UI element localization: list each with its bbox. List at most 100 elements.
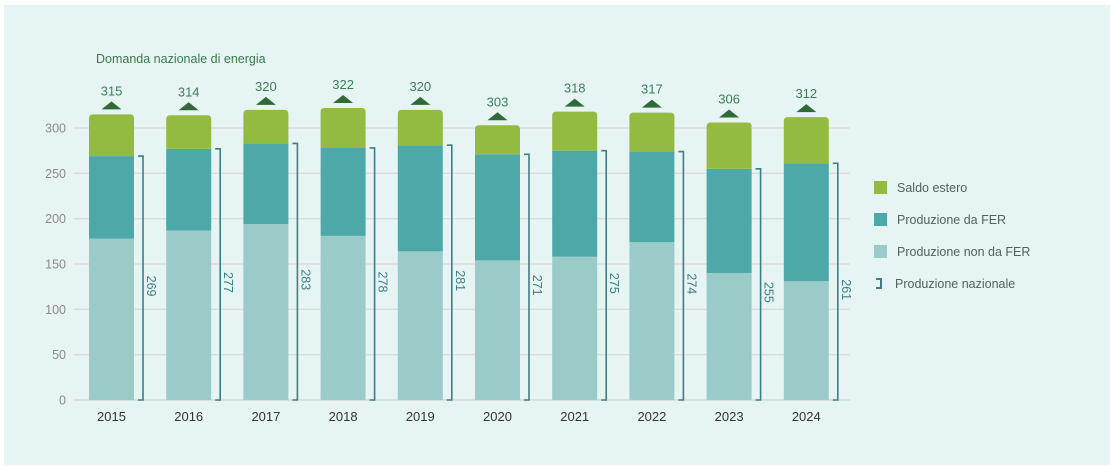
- domanda-value-label: 306: [718, 92, 740, 107]
- y-tick-label: 300: [45, 122, 66, 136]
- domanda-triangle-icon: [564, 98, 585, 107]
- bar-segment-produzione-da-fer: [397, 145, 443, 252]
- bar-segment-saldo-estero: [706, 122, 752, 169]
- legend-item-produzione-da-fer: Produzione da FER: [874, 208, 1030, 231]
- bar-segment-saldo-estero: [243, 109, 289, 144]
- domanda-triangle-icon: [641, 99, 662, 108]
- bar-segment-produzione-non-da-fer: [243, 224, 289, 400]
- legend-item-produzione-non-da-fer: Produzione non da FER: [874, 240, 1030, 263]
- bar-segment-saldo-estero: [320, 108, 366, 148]
- produzione-nazionale-bracket: [524, 153, 530, 401]
- produzione-nazionale-bracket: [446, 144, 453, 401]
- x-tick-label: 2021: [560, 409, 589, 424]
- domanda-triangle-icon: [719, 109, 740, 118]
- x-tick-label: 2020: [483, 409, 512, 424]
- domanda-triangle-icon: [333, 95, 354, 104]
- bar-segment-produzione-da-fer: [89, 156, 134, 239]
- domanda-value-label: 320: [409, 79, 431, 94]
- bar-segment-saldo-estero: [475, 125, 520, 155]
- domanda-triangle-icon: [178, 102, 199, 111]
- legend-label: Produzione non da FER: [897, 244, 1031, 259]
- produzione-nazionale-bracket: [601, 149, 607, 401]
- x-tick-label: 2019: [406, 409, 435, 424]
- domanda-markers: 315 314 320 322 320 303 318 317 306 312: [101, 77, 817, 121]
- chart-title: Domanda nazionale di energia: [96, 52, 266, 66]
- domanda-value-label: 322: [332, 77, 354, 92]
- y-tick-label: 200: [45, 212, 66, 226]
- bar-segment-produzione-da-fer: [243, 143, 289, 225]
- x-axis-ticks: 2015 2016 2017 2018 2019 2020 2021 2022 2023 2024: [97, 409, 821, 424]
- produzione-nazionale-label: 269: [144, 276, 158, 297]
- produzione-nazionale-label: 281: [453, 270, 467, 291]
- legend-swatch-produzione-da-fer: [874, 213, 887, 226]
- domanda-triangle-icon: [487, 112, 508, 121]
- bar-segment-produzione-non-da-fer: [783, 281, 829, 400]
- domanda-triangle-icon: [255, 96, 276, 105]
- produzione-nazionale-bracket: [369, 147, 376, 401]
- produzione-nazionale-label: 271: [530, 275, 544, 296]
- bar-segment-saldo-estero: [783, 117, 829, 164]
- bar-segment-produzione-da-fer: [706, 168, 752, 274]
- bar-segment-produzione-non-da-fer: [89, 238, 134, 400]
- domanda-value-label: 317: [641, 82, 663, 97]
- bar-segment-saldo-estero: [89, 114, 134, 157]
- legend-label: Produzione da FER: [897, 212, 1007, 227]
- produzione-nazionale-label: 275: [607, 273, 621, 294]
- bar-segment-produzione-da-fer: [475, 154, 520, 261]
- y-tick-label: 250: [45, 167, 66, 181]
- produzione-nazionale-label: 278: [376, 272, 390, 293]
- bar-segment-produzione-non-da-fer: [166, 230, 212, 400]
- produzione-nazionale-label: 255: [762, 282, 776, 303]
- produzione-nazionale-bracket: [292, 142, 299, 401]
- bar-segment-saldo-estero: [629, 112, 675, 152]
- produzione-nazionale-brackets: 269 277 283 278 281 271 275 274 255 261: [138, 142, 853, 401]
- domanda-value-label: 312: [795, 86, 817, 101]
- x-tick-label: 2023: [715, 409, 744, 424]
- domanda-value-label: 320: [255, 79, 277, 94]
- produzione-nazionale-bracket: [755, 168, 762, 401]
- bracket-icon: [876, 278, 882, 289]
- domanda-value-label: 318: [564, 81, 586, 96]
- legend-item-saldo-estero: Saldo estero: [874, 176, 1030, 199]
- bar-segment-saldo-estero: [397, 109, 443, 146]
- y-axis-ticks: 0 50 100 150 200 250 300: [45, 122, 66, 408]
- bar-segment-produzione-non-da-fer: [475, 260, 520, 400]
- domanda-value-label: 315: [101, 83, 123, 98]
- bar-segment-produzione-da-fer: [629, 151, 675, 243]
- bar-segment-produzione-non-da-fer: [706, 273, 752, 400]
- legend: Saldo estero Produzione da FER Produzion…: [874, 176, 1030, 304]
- domanda-value-label: 314: [178, 84, 200, 99]
- bars: [89, 108, 829, 400]
- bar-segment-produzione-da-fer: [552, 150, 598, 257]
- x-tick-label: 2017: [251, 409, 280, 424]
- bar-segment-produzione-da-fer: [166, 148, 212, 231]
- legend-item-produzione-nazionale: Produzione nazionale: [874, 272, 1030, 295]
- bar-segment-saldo-estero: [552, 111, 598, 151]
- legend-label: Saldo estero: [897, 180, 968, 195]
- x-tick-label: 2024: [792, 409, 821, 424]
- x-tick-label: 2018: [329, 409, 358, 424]
- domanda-triangle-icon: [101, 101, 122, 110]
- domanda-triangle-icon: [410, 96, 431, 105]
- legend-swatch-saldo-estero: [874, 181, 887, 194]
- produzione-nazionale-bracket: [138, 155, 144, 401]
- produzione-nazionale-bracket: [215, 148, 221, 401]
- bar-segment-produzione-non-da-fer: [552, 256, 598, 400]
- produzione-nazionale-label: 274: [684, 273, 698, 294]
- x-tick-label: 2022: [637, 409, 666, 424]
- bar-segment-saldo-estero: [166, 115, 212, 149]
- bar-segment-produzione-da-fer: [783, 163, 829, 282]
- legend-swatch-produzione-non-da-fer: [874, 245, 887, 258]
- bar-segment-produzione-non-da-fer: [320, 235, 366, 400]
- produzione-nazionale-bracket: [678, 150, 685, 401]
- legend-label: Produzione nazionale: [895, 276, 1016, 291]
- y-tick-label: 150: [45, 258, 66, 272]
- y-tick-label: 0: [59, 394, 66, 408]
- y-tick-label: 100: [45, 303, 66, 317]
- y-tick-label: 50: [52, 348, 66, 362]
- produzione-nazionale-label: 261: [839, 279, 853, 300]
- produzione-nazionale-bracket: [832, 162, 839, 401]
- bar-segment-produzione-non-da-fer: [397, 251, 443, 400]
- produzione-nazionale-label: 277: [221, 272, 235, 293]
